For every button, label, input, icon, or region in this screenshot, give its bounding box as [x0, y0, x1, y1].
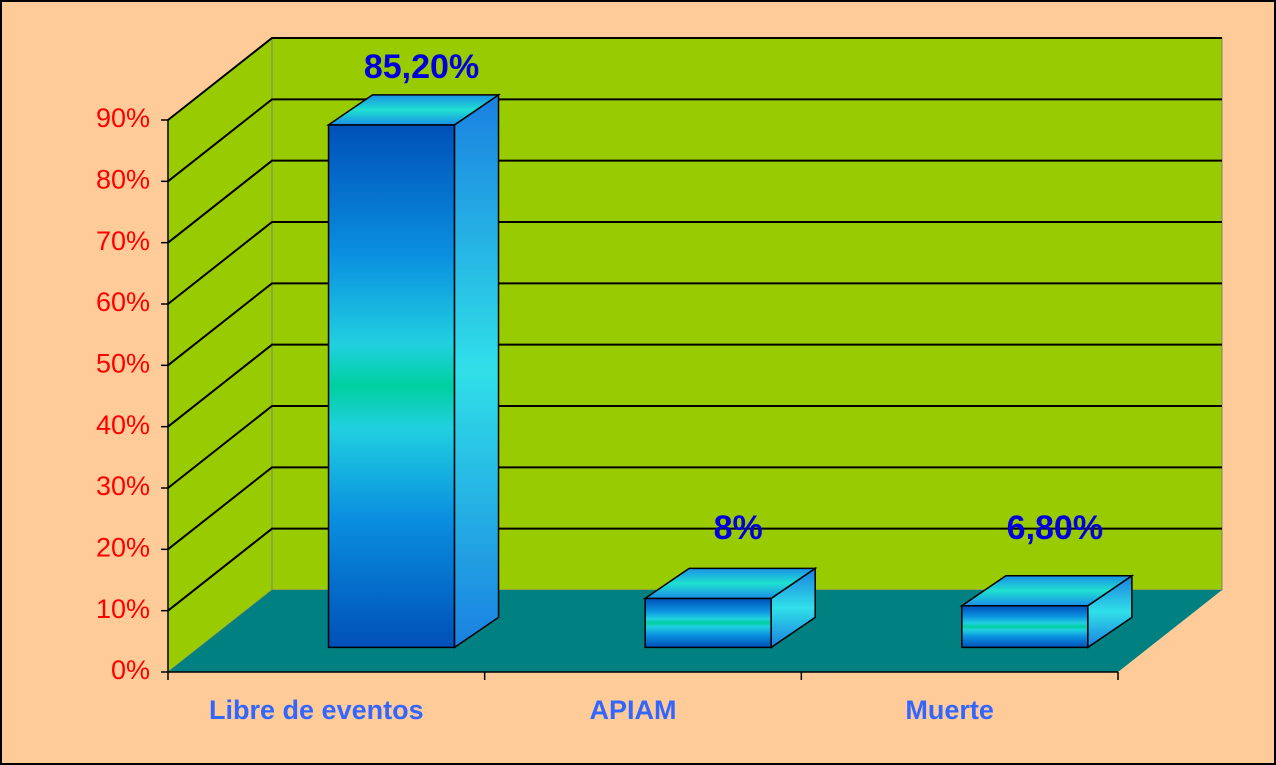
- y-tick-label: 60%: [96, 287, 150, 317]
- data-label: 85,20%: [364, 48, 479, 86]
- bar-top: [959, 574, 1135, 607]
- grid-line: [167, 282, 1222, 367]
- y-tick-label: 40%: [96, 410, 150, 440]
- x-tick-label: Libre de eventos: [209, 695, 424, 725]
- grid-line: [167, 37, 1222, 121]
- grid-line: [167, 159, 1222, 244]
- bar: [642, 566, 818, 649]
- y-tick-label: 90%: [96, 103, 150, 133]
- data-label: 8%: [714, 509, 763, 547]
- bar-side: [453, 93, 500, 649]
- y-tick-label: 20%: [96, 532, 150, 562]
- bar-front: [644, 597, 772, 649]
- x-tick-label: Muerte: [905, 695, 994, 725]
- y-tick-label: 80%: [96, 164, 150, 194]
- grid-line: [167, 527, 1222, 612]
- grid-line: [167, 98, 1222, 183]
- grid-line: [167, 466, 1222, 551]
- grid-line: [167, 221, 1222, 305]
- y-tick-label: 0%: [111, 655, 150, 685]
- y-tick-label: 30%: [96, 471, 150, 501]
- side-wall: [167, 36, 273, 674]
- grid-line: [167, 405, 1222, 489]
- y-tick-label: 70%: [96, 226, 150, 256]
- data-label: 6,80%: [1007, 509, 1103, 547]
- bar-front: [327, 124, 456, 649]
- bar-front: [961, 604, 1089, 649]
- y-tick-label: 50%: [96, 348, 150, 378]
- bar: [326, 93, 501, 649]
- bar: [959, 574, 1135, 649]
- y-tick-label: 10%: [96, 594, 150, 624]
- grid-line: [167, 343, 1222, 428]
- x-tick-label: APIAM: [590, 695, 677, 725]
- bar-top: [326, 94, 501, 126]
- bar-top: [642, 567, 818, 600]
